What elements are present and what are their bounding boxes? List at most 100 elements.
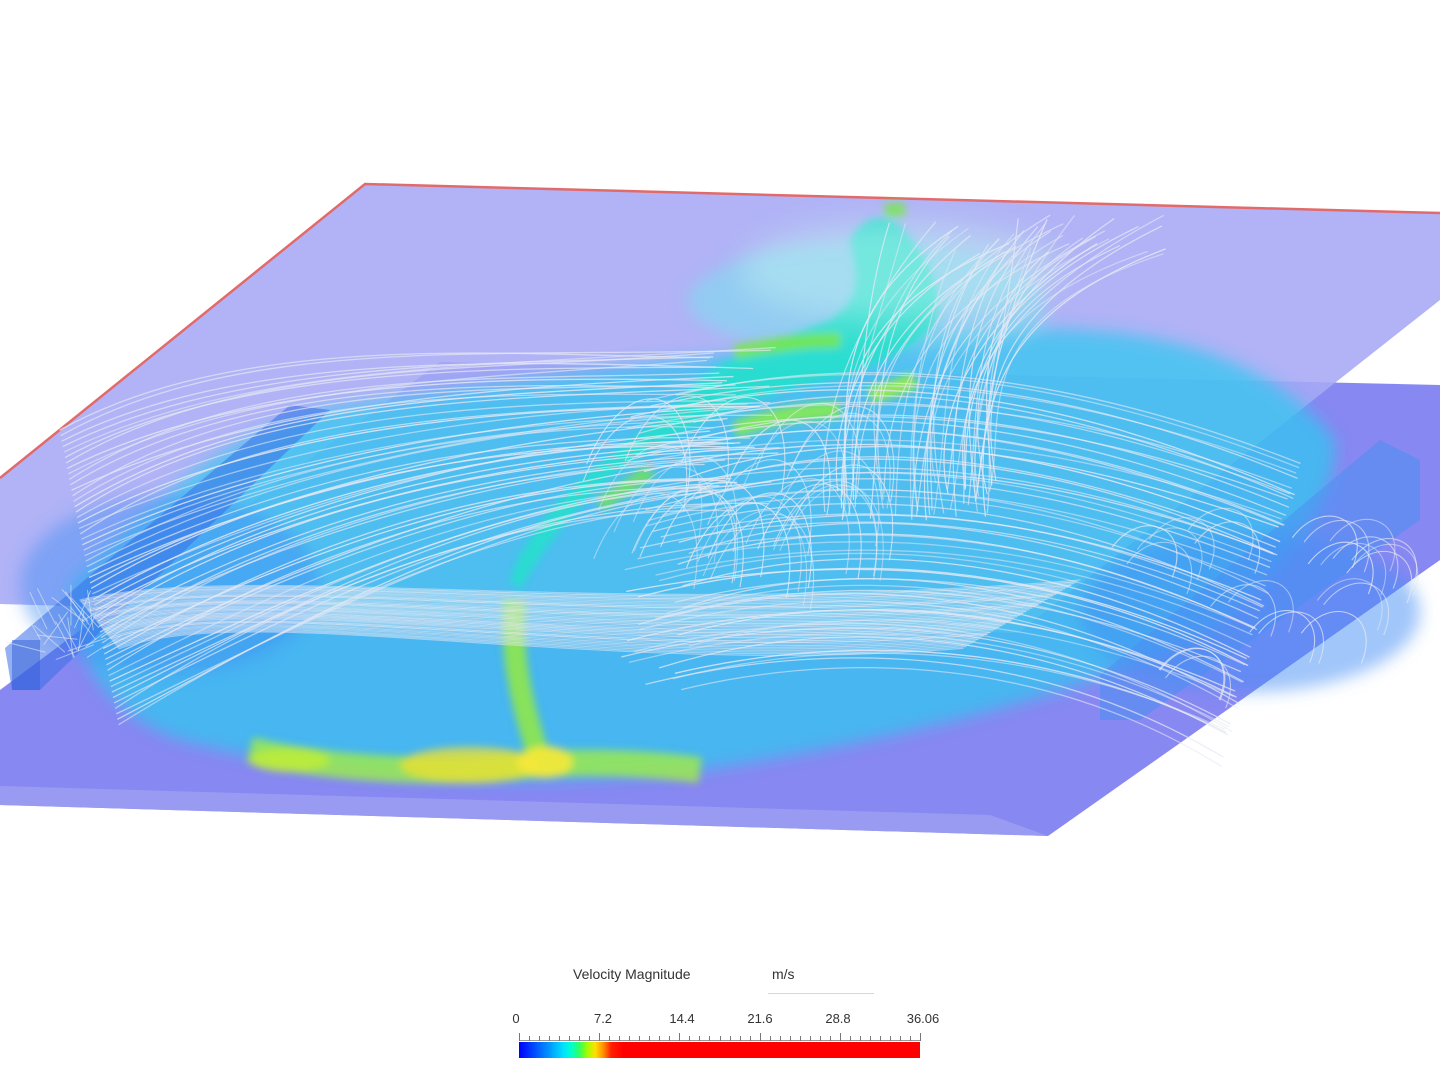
streamline xyxy=(883,243,1070,495)
streamline xyxy=(674,578,1246,666)
streamline xyxy=(67,617,74,658)
streamline xyxy=(88,441,734,578)
streamline xyxy=(646,373,1300,469)
streamline xyxy=(51,597,85,622)
streamline xyxy=(843,227,969,515)
streamline xyxy=(697,414,1290,508)
streamline xyxy=(117,490,714,720)
streamline xyxy=(76,400,727,518)
streamline xyxy=(840,235,971,509)
streamline xyxy=(85,621,119,648)
streamline xyxy=(835,253,981,492)
streamline xyxy=(659,552,1252,648)
streamline xyxy=(96,605,1030,622)
streamline xyxy=(786,412,891,509)
streamline xyxy=(726,419,831,516)
streamline xyxy=(117,630,967,655)
streamline xyxy=(686,502,791,598)
streamline xyxy=(81,414,773,540)
streamline xyxy=(113,625,979,648)
streamline xyxy=(598,444,703,541)
streamline xyxy=(964,218,1115,489)
streamline xyxy=(709,513,815,610)
streamline xyxy=(116,629,970,653)
streamline xyxy=(65,591,90,625)
streamline xyxy=(1329,518,1396,572)
streamline xyxy=(70,607,97,640)
streamline xyxy=(788,464,894,561)
streamline xyxy=(95,603,1033,621)
streamline xyxy=(91,599,1045,616)
streamline xyxy=(81,582,1075,604)
streamline xyxy=(74,382,723,508)
streamline xyxy=(82,584,1072,605)
streamline xyxy=(19,603,41,640)
streamline xyxy=(74,590,92,629)
streamline xyxy=(645,495,1266,587)
streamline xyxy=(97,606,1027,624)
streamline xyxy=(66,378,728,469)
streamline xyxy=(639,521,1260,612)
streamline xyxy=(677,533,1256,629)
streamline xyxy=(113,481,772,704)
streamline xyxy=(1249,610,1316,663)
streamline xyxy=(630,389,1295,496)
streamline xyxy=(72,384,736,497)
streamline xyxy=(1316,578,1383,631)
streamline xyxy=(80,401,771,535)
streamline xyxy=(647,489,1268,576)
streamline xyxy=(1352,543,1419,597)
streamline xyxy=(672,652,1226,730)
streamline xyxy=(854,214,1051,508)
streamline xyxy=(59,352,710,431)
streamline xyxy=(626,428,1284,526)
streamline xyxy=(967,223,1046,506)
streamline xyxy=(661,384,1297,474)
streamline xyxy=(1210,584,1277,637)
streamline xyxy=(650,381,1298,479)
streamline xyxy=(613,466,718,563)
streamline xyxy=(65,352,715,464)
streamline xyxy=(90,445,730,589)
streamline xyxy=(742,420,848,517)
streamline xyxy=(586,398,691,495)
streamline xyxy=(681,396,786,493)
streamline xyxy=(977,245,1121,495)
streamline xyxy=(1136,527,1203,580)
streamline xyxy=(118,631,964,656)
streamline xyxy=(84,405,768,557)
streamline xyxy=(67,637,107,652)
streamline xyxy=(77,610,85,652)
streamline xyxy=(702,510,808,607)
streamline xyxy=(873,230,953,509)
streamline xyxy=(84,588,1066,607)
streamline xyxy=(912,235,1064,511)
streamline xyxy=(681,667,1223,767)
streamline xyxy=(755,402,860,499)
streamline xyxy=(85,589,1063,609)
streamline xyxy=(86,413,725,568)
streamline xyxy=(638,401,1291,495)
streamline xyxy=(658,636,1228,736)
streamline xyxy=(33,625,66,653)
streamline xyxy=(624,541,1255,629)
streamline xyxy=(1303,519,1370,573)
streamline xyxy=(682,578,1244,683)
streamline xyxy=(110,621,988,644)
streamline xyxy=(63,346,776,453)
streamline xyxy=(626,568,1249,666)
streamline xyxy=(963,226,1139,504)
streamline xyxy=(55,621,75,658)
streamline xyxy=(71,597,100,629)
streamline xyxy=(89,596,1051,614)
streamline xyxy=(582,415,688,512)
streamline xyxy=(877,223,1064,500)
streamline xyxy=(80,581,1078,602)
streamline xyxy=(1126,541,1193,595)
streamline xyxy=(1159,648,1226,701)
streamline xyxy=(112,624,982,647)
streamline xyxy=(105,615,1003,636)
streamline xyxy=(1194,521,1261,574)
streamline xyxy=(645,657,1224,758)
